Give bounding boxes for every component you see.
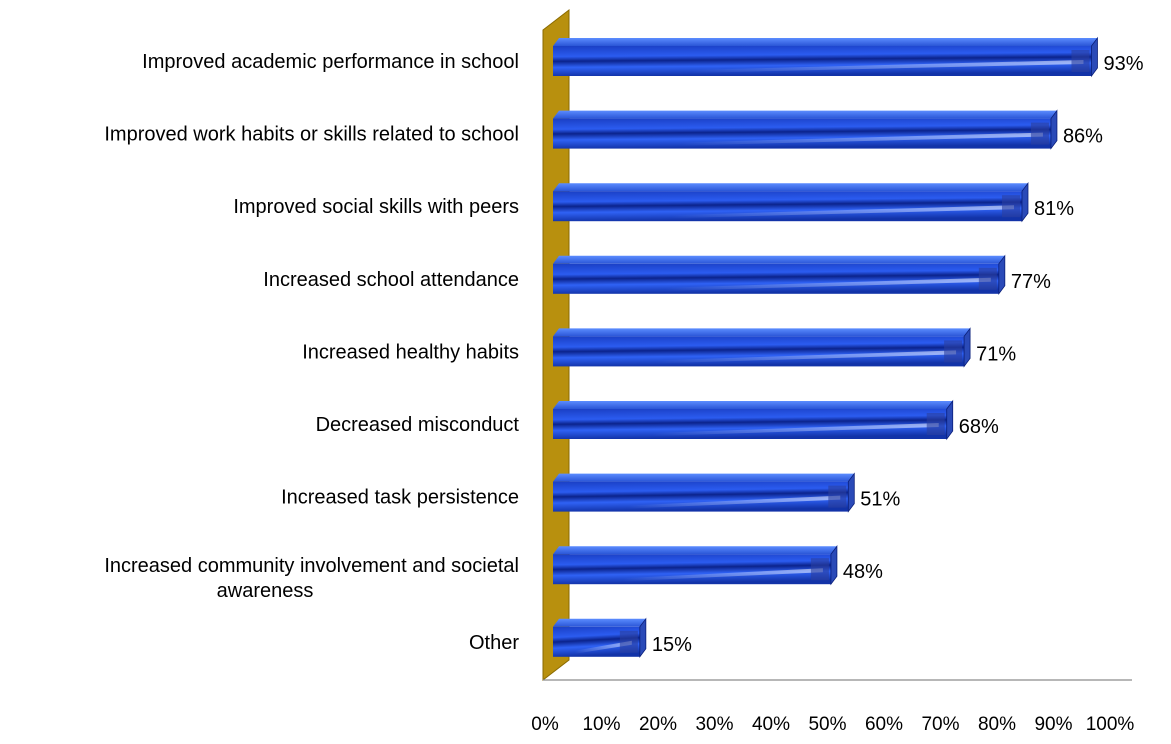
bar bbox=[553, 399, 954, 441]
bar-top-face bbox=[553, 255, 1005, 264]
category-label: Improved academic performance in school bbox=[142, 51, 519, 73]
bar-top-face bbox=[553, 110, 1057, 119]
bar-highlight bbox=[677, 132, 1043, 146]
bar-front-face bbox=[553, 409, 947, 439]
bar-highlight bbox=[574, 640, 632, 654]
bar-front-face bbox=[553, 191, 1022, 222]
bar-end-cap bbox=[830, 545, 838, 586]
bar bbox=[553, 545, 838, 586]
bar bbox=[553, 36, 1098, 78]
category-label: Increased community involvement and soci… bbox=[104, 555, 519, 577]
bar-end-cap bbox=[946, 399, 954, 441]
bar bbox=[553, 617, 647, 658]
bar-end-shade bbox=[1030, 122, 1049, 145]
bar-front-face bbox=[553, 336, 965, 367]
x-tick-label: 90% bbox=[1034, 714, 1072, 735]
category-label-continuation: awareness bbox=[217, 580, 314, 602]
bar-highlight bbox=[651, 423, 939, 436]
bar-front-face bbox=[553, 46, 1092, 76]
x-tick-label: 20% bbox=[639, 714, 677, 735]
bar-highlight bbox=[626, 495, 841, 509]
bar-end-shade bbox=[810, 558, 829, 581]
bar bbox=[553, 327, 971, 368]
bar-end-cap bbox=[1021, 181, 1029, 223]
bar-top-face bbox=[553, 401, 953, 409]
data-label: 51% bbox=[860, 489, 900, 511]
data-label: 15% bbox=[652, 634, 692, 656]
x-tick-label: 80% bbox=[978, 714, 1016, 735]
bar-top-face bbox=[553, 618, 646, 627]
bar-top-face bbox=[553, 183, 1028, 192]
bar-end-cap bbox=[847, 472, 855, 513]
data-label: 81% bbox=[1034, 198, 1074, 220]
bar-front-face bbox=[553, 118, 1051, 149]
data-label: 68% bbox=[959, 416, 999, 438]
bar bbox=[553, 254, 1006, 295]
x-tick-label: 70% bbox=[921, 714, 959, 735]
x-tick-label: 50% bbox=[808, 714, 846, 735]
bar bbox=[553, 109, 1058, 150]
bar-end-cap bbox=[639, 617, 647, 658]
bar bbox=[553, 181, 1029, 223]
data-label: 93% bbox=[1103, 53, 1143, 75]
x-tick-label: 40% bbox=[752, 714, 790, 735]
bar-end-shade bbox=[978, 267, 997, 290]
bar-top-face bbox=[553, 473, 855, 482]
bar-top-face bbox=[553, 38, 1098, 46]
x-tick-label: 10% bbox=[582, 714, 620, 735]
bar-highlight bbox=[664, 277, 991, 291]
x-tick-label: 30% bbox=[695, 714, 733, 735]
bar-end-shade bbox=[944, 340, 963, 363]
x-tick-label: 100% bbox=[1086, 714, 1135, 735]
bar-end-shade bbox=[1001, 195, 1020, 218]
bar-highlight bbox=[670, 205, 1014, 219]
bar-end-shade bbox=[1071, 50, 1090, 72]
x-tick-label: 60% bbox=[865, 714, 903, 735]
bar-top-face bbox=[553, 546, 837, 555]
data-label: 86% bbox=[1063, 126, 1103, 148]
bar-end-cap bbox=[963, 327, 971, 368]
data-label: 71% bbox=[976, 343, 1016, 365]
bar-end-shade bbox=[828, 485, 847, 508]
bar-end-cap bbox=[1091, 36, 1098, 78]
bar bbox=[553, 472, 855, 513]
category-label: Decreased misconduct bbox=[316, 414, 520, 436]
category-label: Improved work habits or skills related t… bbox=[104, 124, 519, 146]
bar-end-cap bbox=[998, 254, 1006, 295]
bar-end-shade bbox=[619, 630, 638, 653]
bar-end-cap bbox=[1050, 109, 1058, 150]
category-label: Improved social skills with peers bbox=[233, 196, 519, 218]
category-label: Increased school attendance bbox=[263, 269, 519, 291]
category-label: Increased healthy habits bbox=[302, 341, 519, 363]
bar-highlight bbox=[687, 60, 1084, 73]
bar-front-face bbox=[553, 481, 849, 512]
bar-front-face bbox=[553, 263, 999, 294]
bar-highlight bbox=[622, 568, 823, 582]
bar-end-shade bbox=[926, 413, 945, 435]
data-label: 48% bbox=[843, 561, 883, 583]
category-label: Increased task persistence bbox=[281, 487, 519, 509]
bar-top-face bbox=[553, 328, 971, 337]
bar-front-face bbox=[553, 554, 831, 585]
category-label: Other bbox=[469, 632, 519, 654]
bar-highlight bbox=[655, 350, 957, 364]
x-tick-label: 0% bbox=[531, 714, 559, 735]
data-label: 77% bbox=[1011, 271, 1051, 293]
